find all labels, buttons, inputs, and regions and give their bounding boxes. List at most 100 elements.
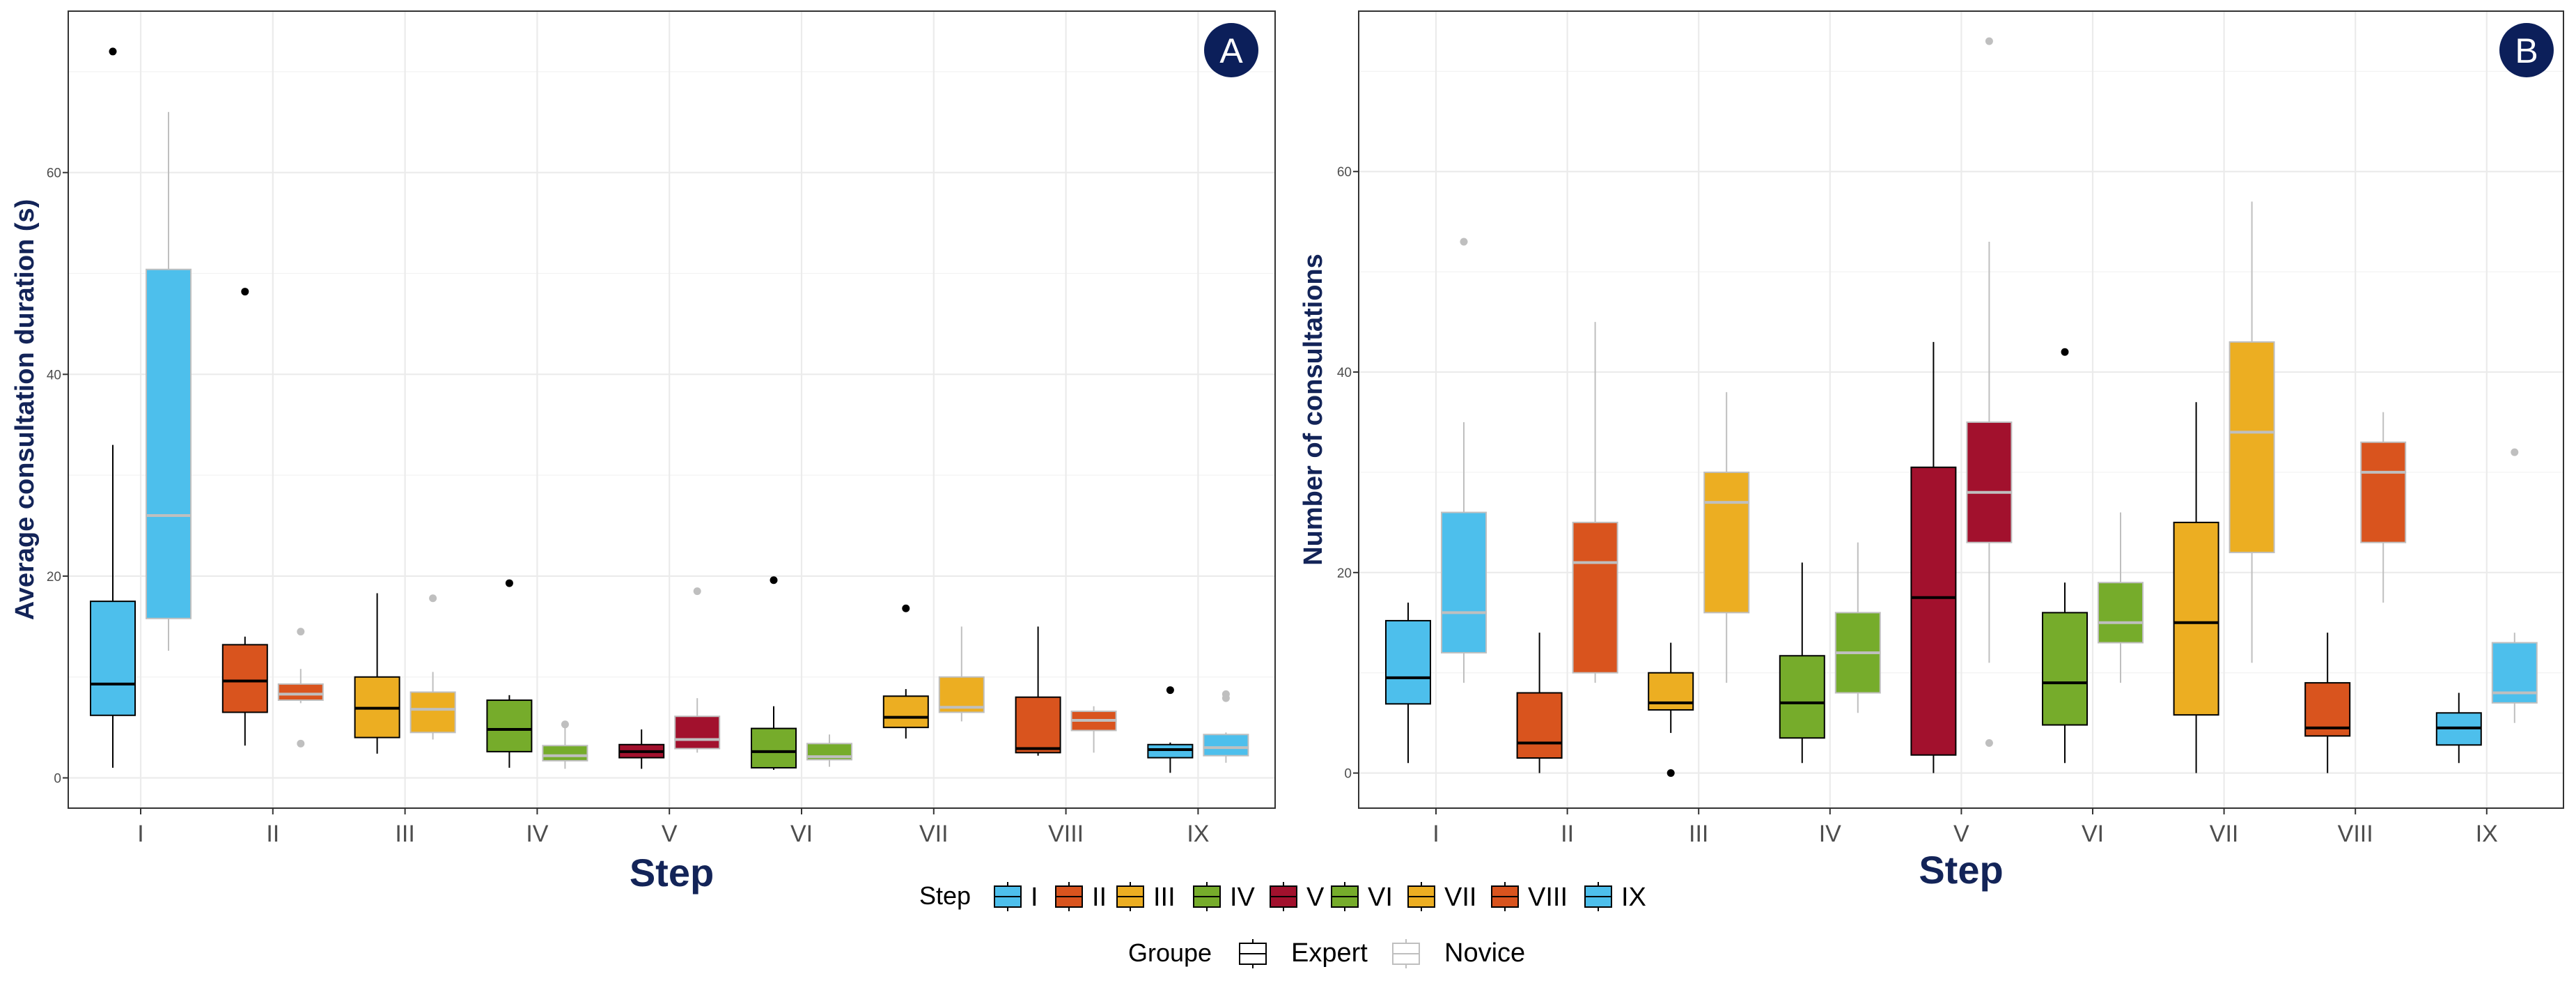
box-expert-I	[90, 47, 136, 768]
outlier-point	[2061, 348, 2069, 356]
x-tick-label: VII	[919, 821, 949, 847]
panel-b-badge-circle	[2499, 23, 2554, 77]
box-novice-III	[1703, 392, 1750, 683]
x-tick-label: III	[1689, 821, 1708, 847]
panel-a-grid	[68, 11, 1275, 808]
box-expert-III	[354, 593, 400, 754]
box-iqr	[2360, 441, 2407, 543]
box-iqr	[2098, 582, 2144, 644]
legend-label: II	[1092, 883, 1107, 912]
legend-key-II: II	[1055, 882, 1107, 912]
box-iqr	[221, 644, 268, 713]
box-expert-II	[221, 288, 268, 746]
box-novice-I	[1441, 238, 1487, 683]
x-tick-label: V	[662, 821, 678, 847]
box-iqr	[542, 745, 588, 761]
legend-label: V	[1306, 883, 1325, 912]
box-novice-V	[674, 587, 721, 753]
box-novice-I	[146, 111, 192, 651]
box-iqr	[90, 601, 136, 716]
box-expert-IX	[2435, 692, 2482, 764]
outlier-point	[770, 576, 778, 585]
y-tick-label: 0	[54, 772, 61, 787]
panel-b-badge-label: B	[2515, 31, 2538, 70]
panel-a-badge-label: A	[1219, 31, 1243, 70]
legend-label: I	[1031, 883, 1038, 912]
legend-step: Step I II III IV V VI VII VIII IX	[919, 881, 1646, 912]
box-iqr	[751, 727, 797, 769]
legend-label: III	[1153, 883, 1176, 912]
panel-b-boxes	[1385, 37, 2538, 777]
legend-label: Expert	[1291, 938, 1368, 968]
panel-b-y-ticks: 0 20 40 60	[1337, 165, 1359, 782]
box-iqr	[674, 715, 721, 750]
x-tick-label: I	[137, 821, 143, 847]
panel-a-badge: A	[1204, 23, 1258, 77]
box-iqr	[486, 699, 533, 752]
legend-groupe-title: Groupe	[1128, 938, 1212, 967]
box-expert-I	[1385, 603, 1431, 764]
box-novice-VIII	[2360, 412, 2407, 603]
box-novice-III	[409, 594, 456, 740]
outlier-point	[297, 739, 305, 748]
legend-key-V: V	[1270, 882, 1325, 912]
legend: Step I II III IV V VI VII VIII IX Groupe Expert N…	[919, 881, 1646, 968]
box-expert-IV	[1779, 562, 1825, 764]
box-novice-IX	[2491, 448, 2538, 723]
outlier-point	[109, 47, 117, 56]
legend-key-expert: Expert	[1239, 938, 1368, 968]
box-iqr	[1648, 672, 1694, 711]
box-novice-VIII	[1070, 706, 1117, 753]
box-novice-IV	[1834, 542, 1881, 713]
box-novice-VII	[938, 626, 985, 722]
x-tick-label: I	[1433, 821, 1439, 847]
box-iqr	[2228, 341, 2275, 554]
outlier-point	[241, 288, 249, 296]
x-tick-label: VI	[790, 821, 813, 847]
box-iqr	[1441, 511, 1487, 653]
box-expert-VIII	[2304, 633, 2351, 773]
legend-key-IX: IX	[1584, 882, 1646, 912]
panel-b-x-axis-label: Step	[1919, 848, 2003, 892]
x-tick-label: IV	[1819, 821, 1841, 847]
panel-b-badge: B	[2499, 23, 2554, 77]
panel-a-boxes	[90, 47, 1249, 773]
panel-a-frame	[68, 10, 1276, 809]
box-iqr	[2042, 612, 2088, 726]
box-iqr	[409, 691, 456, 734]
outlier-point	[1985, 738, 1993, 747]
panel-b-x-ticks: I II III IV V VI VII VIII IX	[1433, 808, 2498, 847]
box-expert-VI	[2042, 348, 2088, 764]
panel-a-badge-circle	[1204, 23, 1258, 77]
x-tick-label: IX	[1187, 821, 1209, 847]
panel-b-y-axis-label: Number of consultations	[1299, 254, 1328, 566]
box-expert-VII	[882, 604, 929, 739]
box-iqr	[1572, 521, 1618, 674]
y-tick-label: 60	[47, 167, 61, 181]
box-iqr	[146, 268, 192, 619]
legend-label: IX	[1621, 883, 1646, 912]
legend-key-I: I	[994, 882, 1038, 912]
panel-a-y-axis-label: Average consultation duration (s)	[10, 199, 40, 621]
box-iqr	[1015, 696, 1061, 754]
legend-key-novice: Novice	[1392, 938, 1525, 968]
panel-b-grid	[1359, 11, 2563, 808]
x-tick-label: VIII	[1048, 821, 1084, 847]
box-expert-IX	[1147, 686, 1194, 773]
panel-a-x-axis-label: Step	[630, 851, 714, 895]
box-expert-V	[1910, 341, 1957, 773]
legend-key-III: III	[1116, 882, 1176, 912]
outlier-point	[505, 579, 513, 587]
y-tick-label: 20	[1337, 566, 1352, 581]
legend-key-VIII: VIII	[1491, 882, 1568, 912]
x-tick-label: VII	[2210, 821, 2239, 847]
x-tick-label: IV	[526, 821, 548, 847]
outlier-point	[1460, 238, 1468, 246]
box-iqr	[1703, 471, 1750, 614]
box-iqr	[277, 683, 324, 702]
box-novice-VII	[2228, 201, 2275, 663]
legend-label: VII	[1444, 883, 1476, 912]
y-tick-label: 60	[1337, 165, 1352, 180]
box-novice-IV	[542, 720, 588, 769]
